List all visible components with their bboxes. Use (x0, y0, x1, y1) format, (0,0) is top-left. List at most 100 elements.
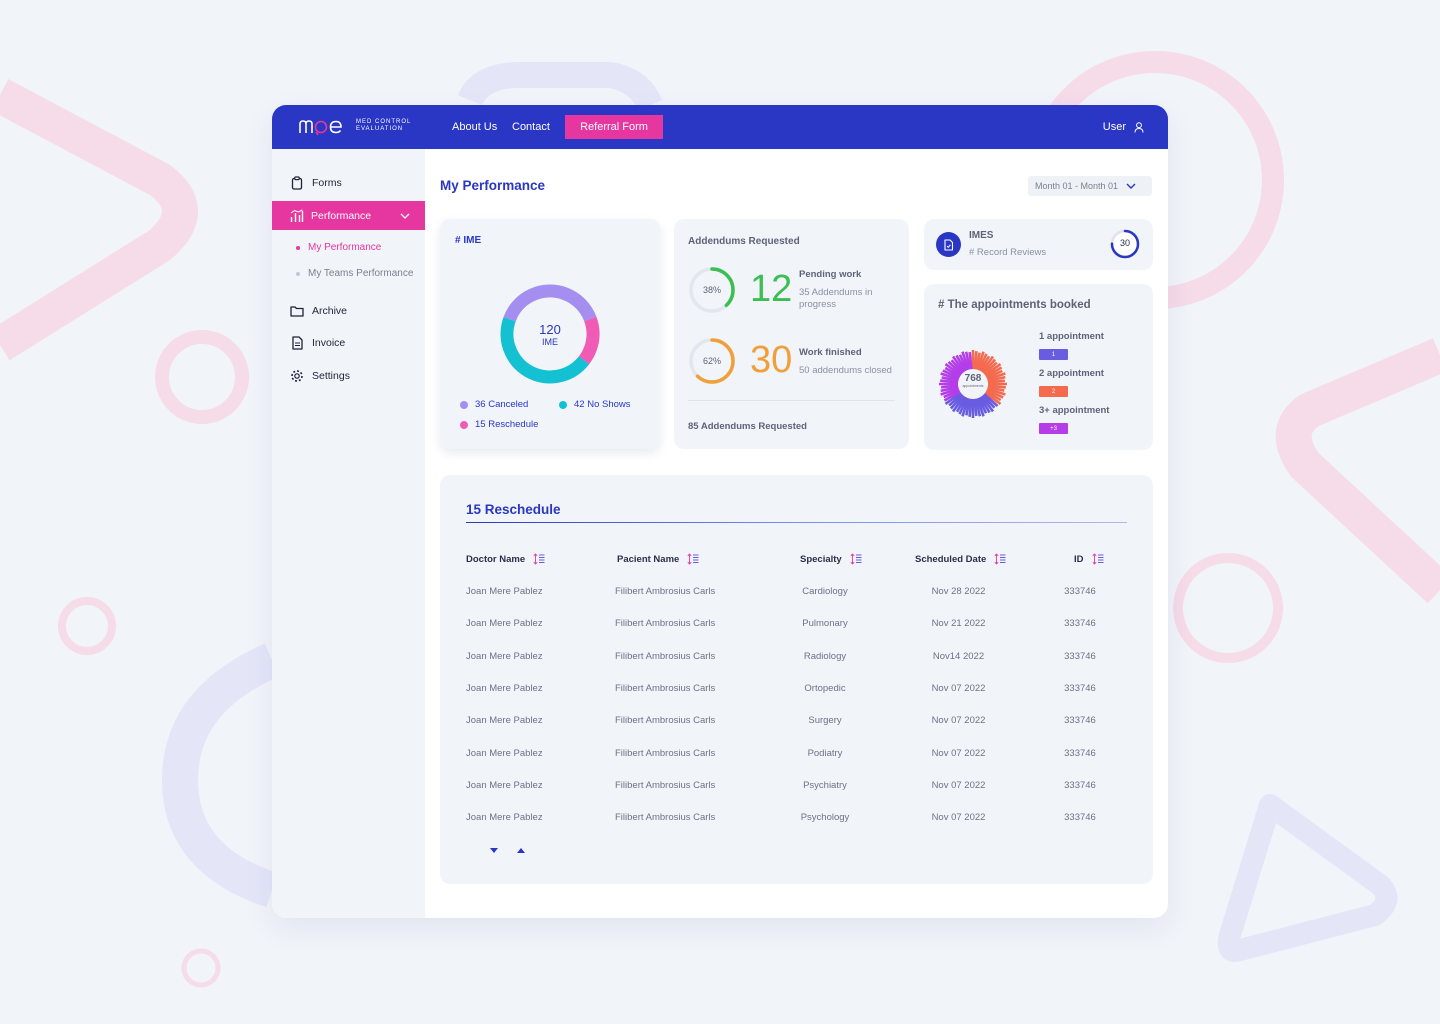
legend-label: 15 Reschedule (475, 419, 539, 430)
radial-bar (974, 398, 982, 417)
month-range-value: Month 01 - Month 01 (1035, 181, 1119, 191)
radial-bar (949, 394, 964, 410)
cell-id: 333746 (1064, 586, 1096, 597)
cell-doctor-name: Joan Mere Pablez (466, 812, 543, 824)
bar-chart-icon (290, 208, 304, 222)
radial-bar (968, 398, 973, 417)
sort-icon[interactable] (1091, 553, 1104, 565)
brand-subtitle: MED CONTROL EVALUATION (356, 119, 411, 133)
column-header-label: ID (1074, 553, 1084, 565)
radial-bar (982, 394, 996, 409)
radial-bar (973, 398, 978, 416)
radial-bar (985, 390, 1002, 402)
radial-bar (940, 372, 960, 381)
nav-contact[interactable]: Contact (512, 121, 550, 133)
sidebar-item-forms[interactable]: Forms (290, 176, 342, 190)
appointments-total-label: appointments (962, 384, 984, 388)
appointments-radial-chart (939, 350, 1007, 418)
sidebar-subitem-my-performance[interactable]: My Performance (296, 242, 381, 253)
cell-id: 333746 (1064, 715, 1096, 727)
sidebar-item-label: Settings (312, 370, 350, 382)
radial-bar (986, 387, 1006, 396)
reschedule-table-card: 15 Reschedule Doctor Name Pacient Name Spe… (440, 475, 1153, 884)
imes-progress-ring (1110, 229, 1140, 259)
finished-title: Work finished (799, 347, 862, 358)
column-header-doctor-name[interactable]: Doctor Name (466, 553, 545, 565)
donut-segment-reschedule (500, 284, 600, 384)
radial-bar (986, 372, 1006, 381)
sort-icon[interactable] (994, 553, 1006, 565)
column-header-label: Pacient Name (617, 553, 680, 565)
radial-bar (940, 379, 959, 384)
radial-bar (955, 354, 967, 372)
radial-bar (961, 397, 970, 417)
appointment-3-label: 3+ appointment (1039, 405, 1110, 416)
month-range-select[interactable]: Month 01 - Month 01 (1028, 176, 1152, 196)
appointment-2-label: 2 appointment (1039, 368, 1104, 379)
cell-patient-name: Filibert Ambrosius Carls (615, 812, 716, 824)
referral-form-button[interactable]: Referral Form (565, 115, 663, 139)
pending-title: Pending work (799, 269, 862, 280)
cell-id: 333746 (1064, 618, 1096, 630)
radial-bar (976, 397, 985, 417)
sidebar-item-invoice[interactable]: Invoice (290, 336, 345, 350)
radial-bar (987, 385, 1005, 392)
cell-specialty: Podiatry (807, 747, 843, 759)
radial-bar (980, 395, 995, 413)
column-header-patient-name[interactable]: Pacient Name (617, 553, 699, 565)
scroll-down-icon[interactable] (489, 847, 499, 855)
sidebar-item-settings[interactable]: Settings (290, 369, 350, 383)
cell-specialty: Radiology (803, 650, 847, 662)
sort-icon[interactable] (533, 553, 545, 565)
radial-bar (955, 396, 967, 413)
cell-doctor-name: Joan Mere Pablez (466, 715, 543, 727)
radial-bar (941, 376, 959, 383)
ime-card-title: # IME (455, 235, 482, 246)
cell-specialty: Psychology (800, 812, 850, 824)
appointment-1-tag: 1 (1039, 349, 1068, 360)
radial-bar (968, 352, 973, 370)
user-icon (1134, 121, 1144, 133)
radial-bar (965, 398, 972, 416)
radial-bar (943, 388, 960, 399)
sidebar-item-label: Forms (312, 177, 342, 189)
sidebar-item-label: Archive (312, 305, 348, 317)
brand-logo[interactable]: MED CONTROL EVALUATION (298, 116, 411, 136)
legend-label: 42 No Shows (574, 399, 631, 410)
appointments-total: 768 appointments (937, 373, 1009, 389)
radial-bar (940, 385, 959, 393)
chevron-down-icon (1126, 183, 1136, 189)
chevron-down-icon (400, 213, 410, 219)
sort-icon[interactable] (850, 553, 862, 565)
ime-total-label: IME (541, 337, 558, 347)
sort-icon[interactable] (687, 553, 699, 565)
cell-patient-name: Filibert Ambrosius Carls (615, 779, 716, 791)
radial-bar (947, 360, 963, 375)
sidebar-subitem-teams-performance[interactable]: My Teams Performance (296, 268, 413, 279)
cell-specialty: Cardiology (802, 586, 848, 597)
cell-patient-name: Filibert Ambrosius Carls (615, 586, 716, 597)
cell-patient-name: Filibert Ambrosius Carls (615, 682, 716, 694)
column-header-specialty[interactable]: Specialty (800, 553, 862, 565)
cell-id: 333746 (1064, 779, 1096, 791)
sidebar-item-performance[interactable]: Performance (272, 201, 425, 230)
cell-id: 333746 (1064, 650, 1096, 662)
sidebar-subitem-label: My Performance (308, 242, 382, 253)
column-header-id[interactable]: ID (1074, 553, 1104, 565)
cell-doctor-name: Joan Mere Pablez (466, 650, 543, 662)
column-header-scheduled-date[interactable]: Scheduled Date (915, 553, 1006, 565)
top-navbar: MED CONTROL EVALUATION About Us Contact … (272, 105, 1168, 149)
sidebar-item-archive[interactable]: Archive (290, 304, 347, 318)
appointments-card: # The appointments booked 768 appointmen… (924, 284, 1153, 450)
addendums-total: 85 Addendums Requested (688, 421, 807, 432)
scroll-up-icon[interactable] (516, 846, 526, 854)
pending-progress-ring (689, 267, 735, 313)
radial-bar (944, 391, 962, 406)
cell-specialty: Psychiatry (803, 779, 847, 791)
inactive-dot-icon (296, 271, 300, 276)
cell-specialty: Surgery (808, 715, 842, 727)
cell-scheduled-date: Nov 07 2022 (931, 682, 986, 694)
clipboard-icon (291, 176, 303, 190)
nav-about-us[interactable]: About Us (452, 121, 498, 133)
user-menu[interactable]: User (1103, 121, 1144, 133)
